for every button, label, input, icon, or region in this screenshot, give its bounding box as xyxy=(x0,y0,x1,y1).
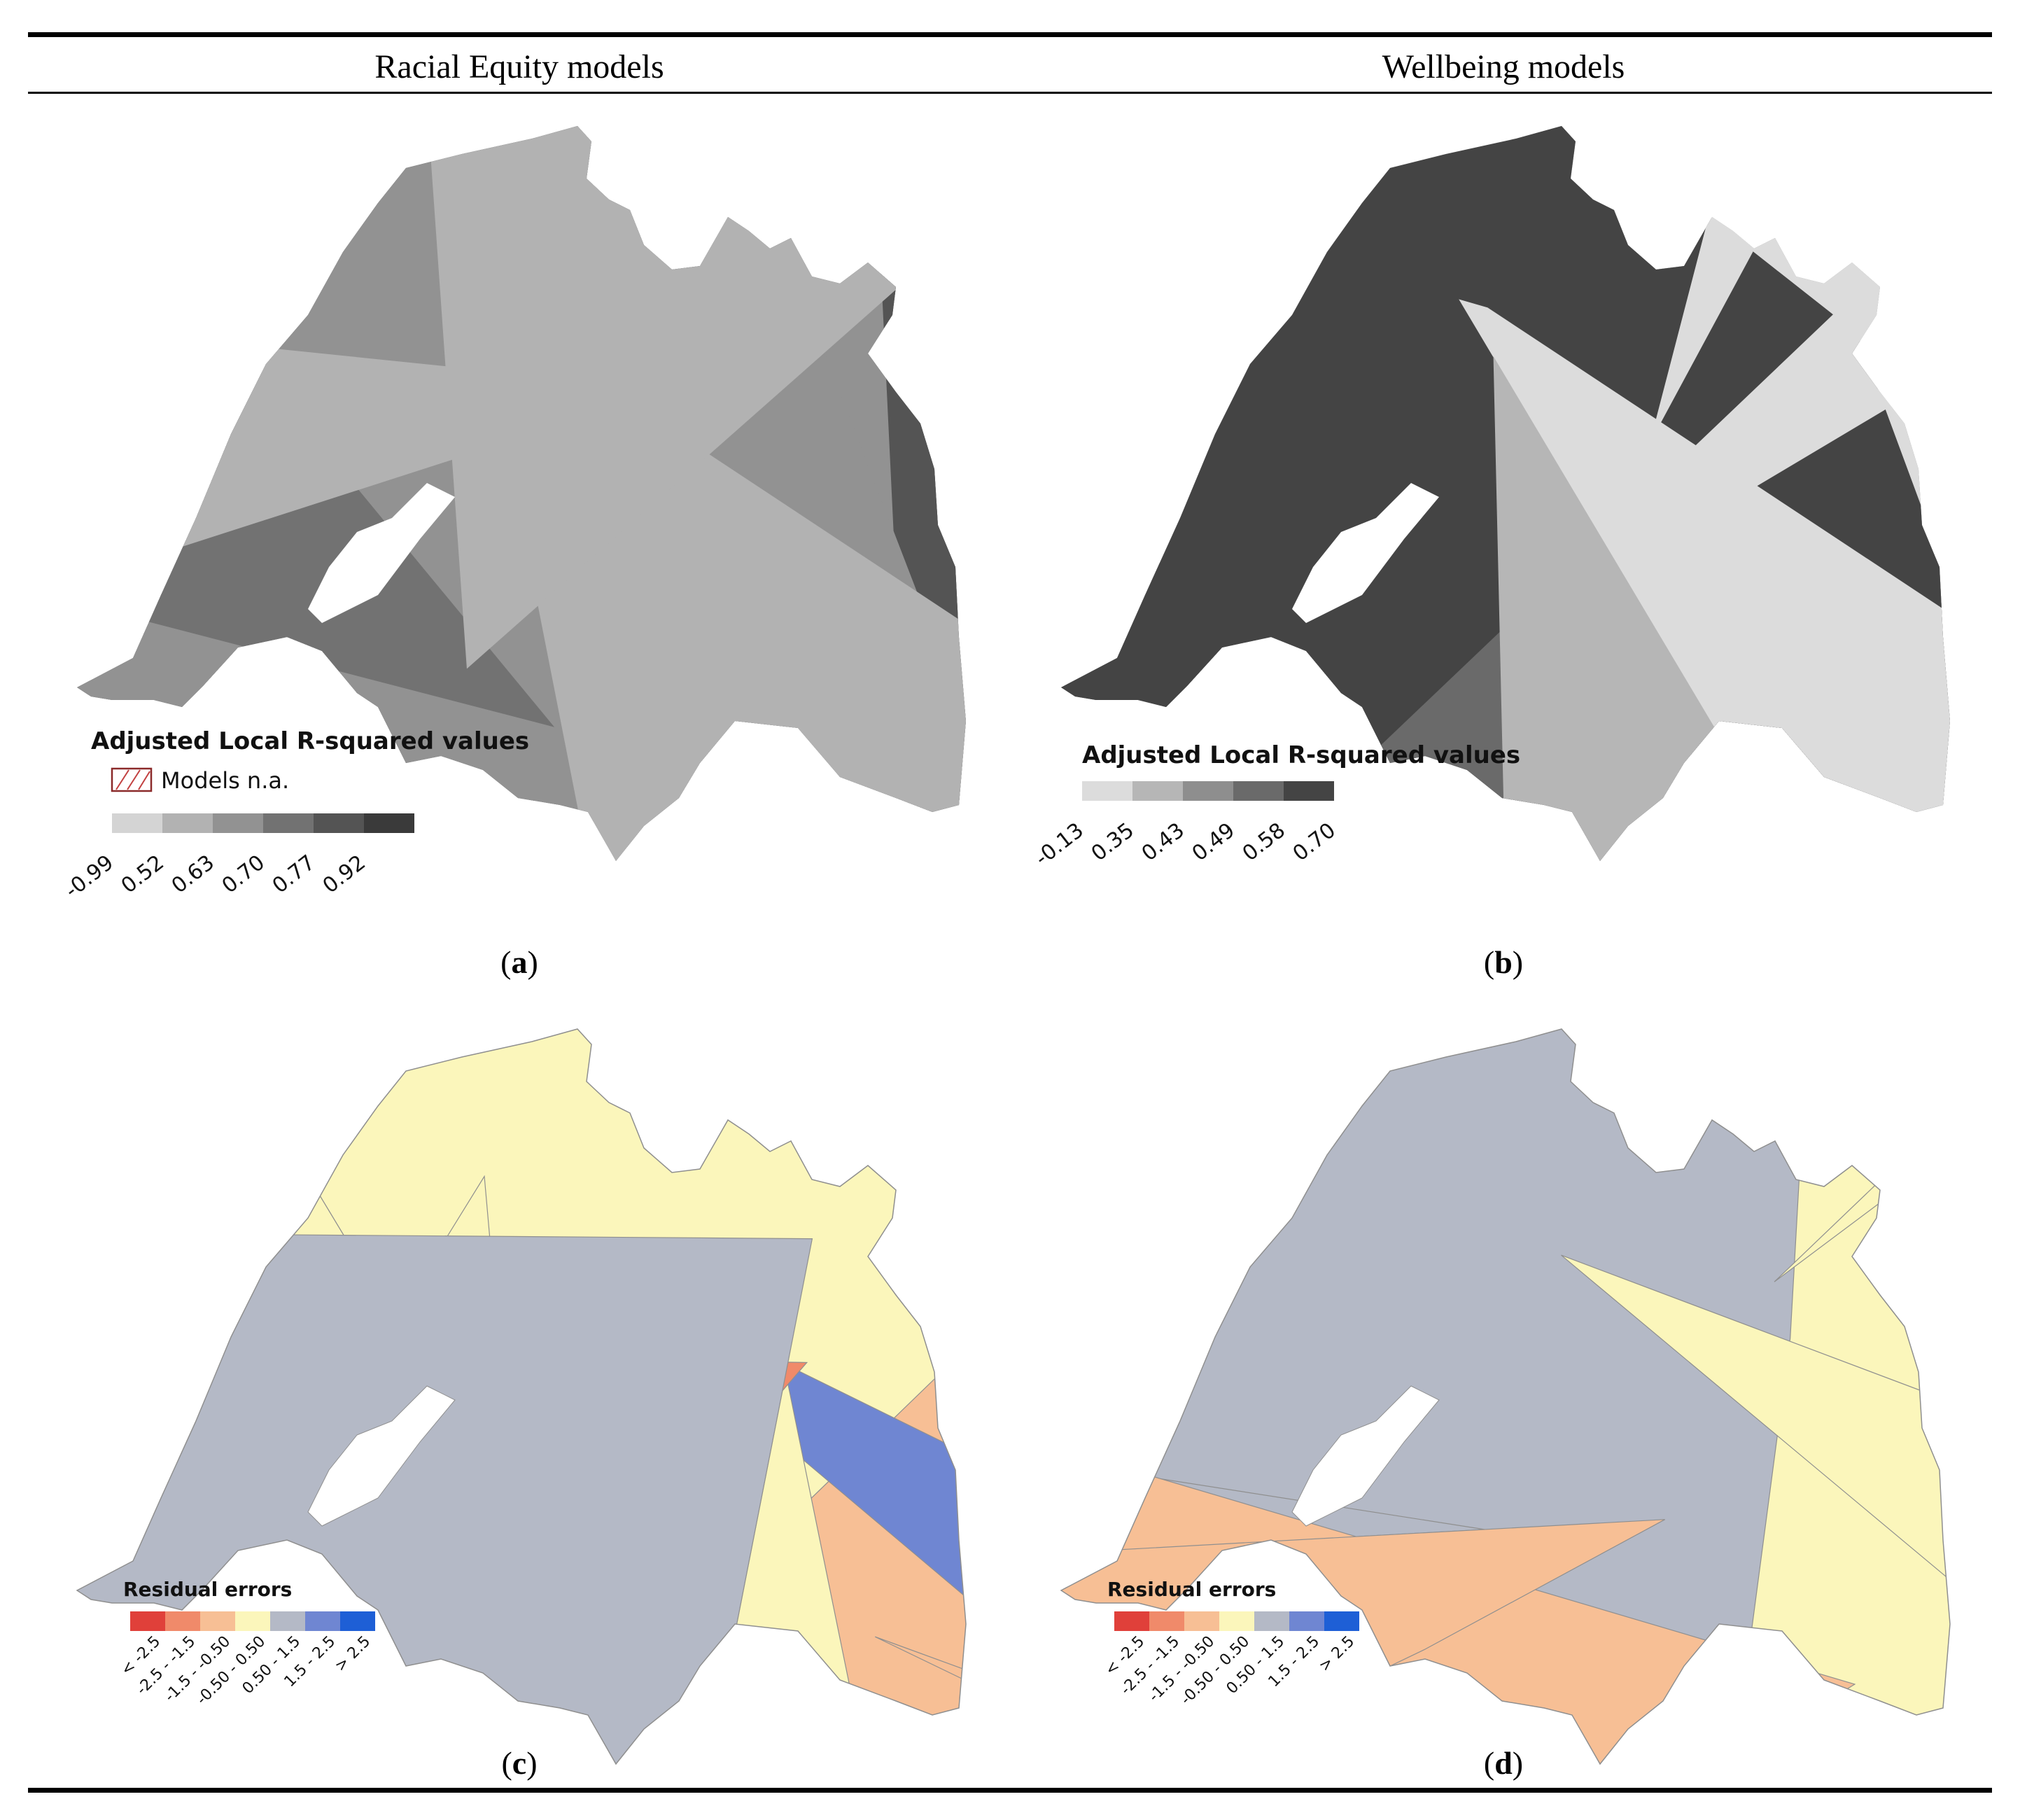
legend-title-c: Residual errors xyxy=(123,1578,292,1601)
legend-class-swatch xyxy=(235,1611,270,1631)
column-title-wellbeing: Wellbeing models xyxy=(1382,48,1625,85)
legend-class-swatch xyxy=(1184,1611,1219,1631)
legend-break-label: 0.58 xyxy=(1238,818,1290,867)
legend-break-label: 0.70 xyxy=(1289,818,1340,867)
top-rule xyxy=(28,32,1992,37)
legend-swatch xyxy=(364,813,414,833)
legend-swatch xyxy=(1233,781,1284,801)
map-tract xyxy=(975,1382,994,1433)
map-panel-c: Residual errors < -2.5-2.5 - -1.5-1.5 - … xyxy=(76,1028,994,1765)
legend-class-swatch xyxy=(1254,1611,1289,1631)
river-hole xyxy=(1292,483,1439,623)
legend-title-b: Adjusted Local R-squared values xyxy=(1082,741,1520,769)
river-hole xyxy=(307,1385,456,1527)
legend-break-label: 0.52 xyxy=(117,850,169,899)
county-outline xyxy=(76,1028,967,1765)
map-tract xyxy=(1561,1254,1950,1604)
header-rule xyxy=(28,92,1992,94)
caption-d: (d) xyxy=(1483,1745,1524,1781)
legend-swatch xyxy=(314,813,364,833)
legend-swatch xyxy=(1132,781,1183,801)
legend-class-label: > 2.5 xyxy=(332,1633,374,1675)
legend-title-d: Residual errors xyxy=(1107,1578,1276,1601)
legend-class-swatch xyxy=(1114,1611,1149,1631)
legend-swatch xyxy=(263,813,314,833)
legend-swatch xyxy=(162,813,213,833)
legend-class-swatch xyxy=(130,1611,165,1631)
models-na-swatch xyxy=(111,767,153,792)
class-bar-c: < -2.5-2.5 - -1.5-1.5 - -0.50-0.50 - 0.5… xyxy=(118,1611,375,1709)
caption-b: (b) xyxy=(1483,944,1524,980)
column-title-racial-equity: Racial Equity models xyxy=(374,48,664,85)
legend-break-label: 0.63 xyxy=(167,850,219,899)
legend-break-label: 0.77 xyxy=(268,850,320,899)
legend-class-swatch xyxy=(165,1611,200,1631)
county-outline xyxy=(1060,1028,1951,1765)
legend-break-label: -0.13 xyxy=(1030,818,1088,871)
legend-break-label: -0.99 xyxy=(60,850,118,903)
legend-class-swatch xyxy=(1324,1611,1359,1631)
gradient-bar-a: -0.990.520.630.700.770.92 xyxy=(60,813,414,903)
map-panel-d: Residual errors < -2.5-2.5 - -1.5-1.5 - … xyxy=(1060,1028,1951,1765)
caption-c: (c) xyxy=(501,1745,538,1781)
gradient-bar-b: -0.130.350.430.490.580.70 xyxy=(1030,781,1340,871)
legend-break-label: 0.92 xyxy=(318,850,370,899)
legend-break-label: 0.70 xyxy=(218,850,269,899)
legend-class-swatch xyxy=(1289,1611,1324,1631)
legend-class-swatch xyxy=(1149,1611,1184,1631)
legend-class-swatch xyxy=(340,1611,375,1631)
models-na-label: Models n.a. xyxy=(161,767,289,794)
map-tract xyxy=(1493,356,1807,861)
legend-swatch xyxy=(1183,781,1233,801)
legend-class-label: > 2.5 xyxy=(1316,1633,1358,1675)
bottom-rule xyxy=(28,1788,1992,1793)
legend-break-label: 0.49 xyxy=(1188,818,1240,867)
legend-swatch xyxy=(1284,781,1334,801)
legend-d: Residual errors < -2.5-2.5 - -1.5-1.5 - … xyxy=(1102,1578,1359,1709)
legend-b: Adjusted Local R-squared values -0.130.3… xyxy=(1030,741,1520,871)
legend-break-label: 0.43 xyxy=(1137,818,1189,867)
choropleth-map-a xyxy=(77,126,966,861)
map-panel-b: Adjusted Local R-squared values -0.130.3… xyxy=(1030,126,1950,871)
legend-class-swatch xyxy=(1219,1611,1254,1631)
map-tract xyxy=(77,126,168,561)
legend-a: Adjusted Local R-squared values Models n… xyxy=(60,727,529,903)
caption-a: (a) xyxy=(500,944,538,980)
legend-class-swatch xyxy=(270,1611,305,1631)
legend-swatch xyxy=(112,813,162,833)
river-hole xyxy=(1291,1385,1440,1527)
map-panel-a: Adjusted Local R-squared values Models n… xyxy=(60,126,966,903)
legend-class-swatch xyxy=(305,1611,340,1631)
legend-swatch xyxy=(213,813,263,833)
legend-break-label: 0.35 xyxy=(1087,818,1139,867)
river-hole xyxy=(308,483,455,623)
legend-class-swatch xyxy=(200,1611,235,1631)
legend-swatch xyxy=(1082,781,1132,801)
class-bar-d: < -2.5-2.5 - -1.5-1.5 - -0.50-0.50 - 0.5… xyxy=(1102,1611,1359,1709)
legend-c: Residual errors < -2.5-2.5 - -1.5-1.5 - … xyxy=(118,1578,375,1709)
map-tract xyxy=(77,1232,813,1764)
legend-title-a: Adjusted Local R-squared values xyxy=(91,727,529,755)
